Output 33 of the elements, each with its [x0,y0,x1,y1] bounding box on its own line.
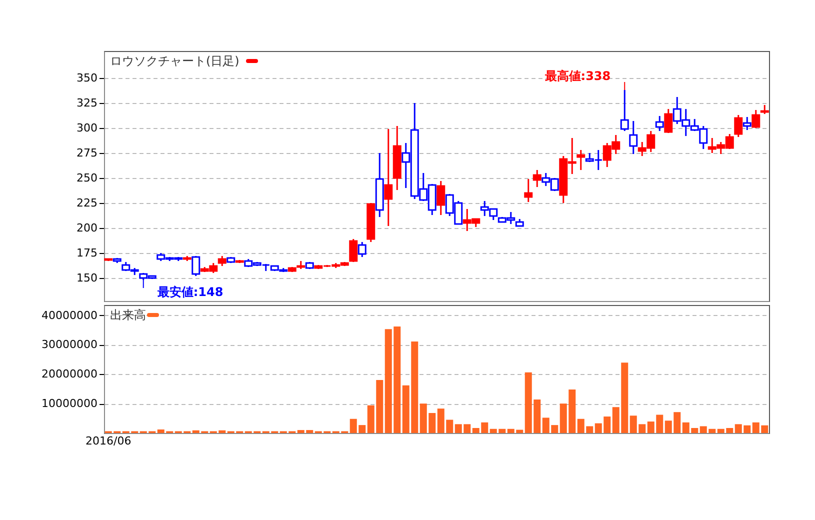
y-tick-label: 150 [76,272,98,284]
x-tick-label: 2016/06 [86,434,132,448]
annotation: 最高値:338 [544,69,611,83]
legend-label: 出来高 [110,308,146,322]
candlestick [655,115,664,132]
y-tick-label: 225 [76,196,98,210]
y-tick-label: 275 [76,146,98,160]
candlestick [664,108,673,134]
candlestick [192,255,200,277]
y-tick-label: 40000000 [42,308,98,322]
y-tick-label: 20000000 [42,368,98,381]
candlestick [742,116,752,131]
annotation: 最安値:148 [156,285,224,299]
candlestick [532,169,542,188]
candlestick [752,109,760,129]
candlestick [358,241,366,258]
y-tick-label: 325 [76,96,98,110]
y-tick-label: 30000000 [42,338,98,352]
y-tick-label: 10000000 [42,397,98,410]
candlestick [349,238,358,263]
y-tick-label: 250 [76,172,98,184]
y-tick-label: 175 [76,246,98,260]
y-tick-label: 350 [76,72,98,84]
y-tick-label: 200 [76,222,98,234]
candlestick [384,128,393,227]
candlestick [218,255,226,267]
candlestick [629,120,638,155]
legend-label: ロウソクチャート(日足) [110,54,240,68]
candlestick [576,149,586,171]
candlestick [524,178,533,203]
candlestick [734,114,743,138]
y-tick-label: 300 [76,122,98,134]
candlestick [436,180,446,216]
